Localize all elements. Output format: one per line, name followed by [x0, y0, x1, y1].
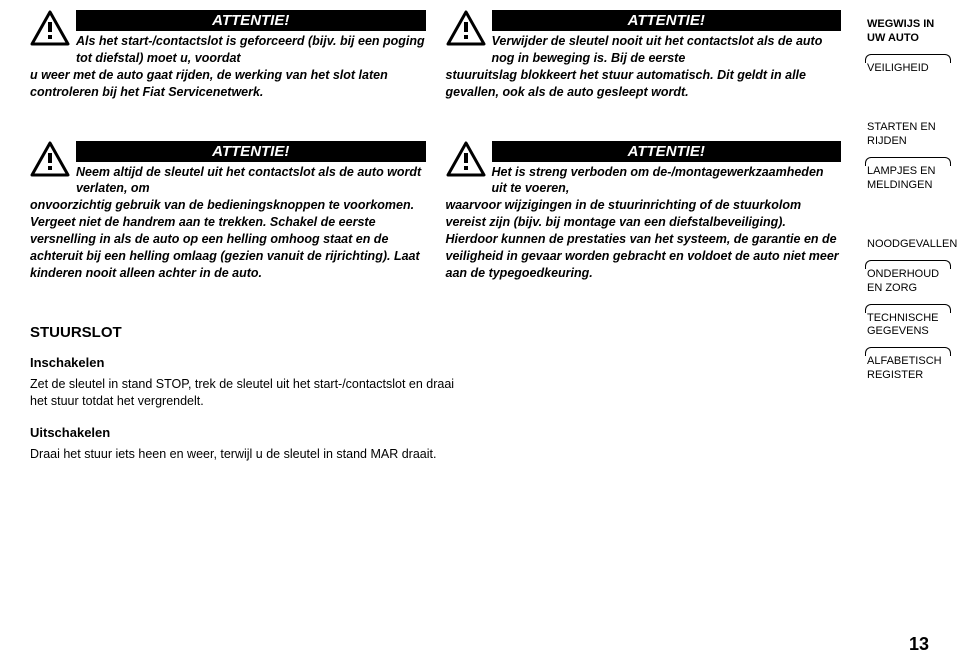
- warning-icon: [446, 10, 486, 46]
- subsection-title-inschakelen: Inschakelen: [30, 355, 841, 370]
- section-title: STUURSLOT: [30, 324, 841, 341]
- sidebar-item-lampjes[interactable]: LAMPJES EN MELDINGEN: [865, 157, 951, 201]
- body-text-uitschakelen: Draai het stuur iets heen en weer, terwi…: [30, 446, 460, 464]
- sidebar-nav: WEGWIJS IN UW AUTO VEILIGHEID STARTEN EN…: [861, 0, 959, 665]
- warning-icon: [30, 141, 70, 177]
- warning-body: onvoorzichtig gebruik van de bedieningsk…: [30, 197, 426, 281]
- sidebar-item-veiligheid[interactable]: VEILIGHEID: [865, 54, 951, 84]
- warning-lead: Verwijder de sleutel nooit uit het conta…: [492, 33, 842, 67]
- warning-body: u weer met de auto gaat rijden, de werki…: [30, 67, 426, 101]
- warning-body: stuuruitslag blokkeert het stuur automat…: [446, 67, 842, 101]
- warning-icon: [30, 10, 70, 46]
- page-container: ATTENTIE! Als het start-/contactslot is …: [0, 0, 959, 665]
- warning-box-1: ATTENTIE! Als het start-/contactslot is …: [30, 10, 426, 101]
- warning-box-4: ATTENTIE! Het is streng verboden om de-/…: [446, 141, 842, 282]
- warning-box-2: ATTENTIE! Verwijder de sleutel nooit uit…: [446, 10, 842, 101]
- subsection-title-uitschakelen: Uitschakelen: [30, 425, 841, 440]
- sidebar-item-alfabetisch[interactable]: ALFABETISCH REGISTER: [865, 347, 951, 391]
- warning-title: ATTENTIE!: [492, 10, 842, 31]
- warning-icon: [446, 141, 486, 177]
- warning-body: waarvoor wijzigingen in de stuurinrichti…: [446, 197, 842, 281]
- warning-lead: Het is streng verboden om de-/montagewer…: [492, 164, 842, 198]
- body-text-inschakelen: Zet de sleutel in stand STOP, trek de sl…: [30, 376, 460, 411]
- main-content: ATTENTIE! Als het start-/contactslot is …: [0, 0, 861, 665]
- warning-row-1: ATTENTIE! Als het start-/contactslot is …: [30, 10, 841, 101]
- sidebar-item-noodgevallen[interactable]: NOODGEVALLEN: [865, 230, 951, 260]
- warning-row-2: ATTENTIE! Neem altijd de sleutel uit het…: [30, 141, 841, 282]
- warning-lead: Neem altijd de sleutel uit het contactsl…: [76, 164, 426, 198]
- warning-title: ATTENTIE!: [76, 141, 426, 162]
- sidebar-item-starten[interactable]: STARTEN EN RIJDEN: [865, 113, 951, 157]
- page-number: 13: [909, 634, 929, 655]
- warning-lead: Als het start-/contactslot is geforceerd…: [76, 33, 426, 67]
- sidebar-item-technische[interactable]: TECHNISCHE GEGEVENS: [865, 304, 951, 348]
- warning-box-3: ATTENTIE! Neem altijd de sleutel uit het…: [30, 141, 426, 282]
- warning-title: ATTENTIE!: [492, 141, 842, 162]
- warning-title: ATTENTIE!: [76, 10, 426, 31]
- sidebar-item-wegwijs[interactable]: WEGWIJS IN UW AUTO: [865, 10, 951, 54]
- sidebar-item-onderhoud[interactable]: ONDERHOUD EN ZORG: [865, 260, 951, 304]
